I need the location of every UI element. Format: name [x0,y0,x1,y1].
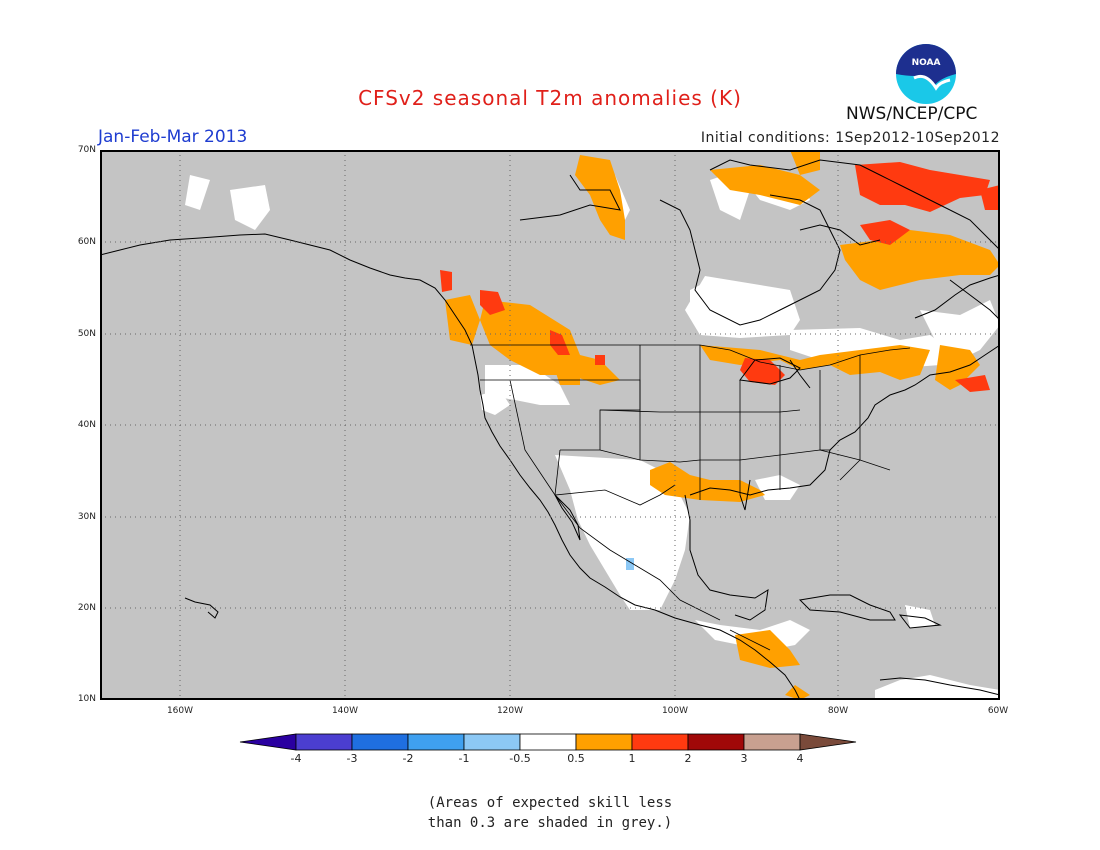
colorbar-swatch [295,733,353,751]
lat-label-10n: 10N [77,694,96,704]
colorbar-tick: 3 [740,752,748,765]
lon-label-80w: 80W [827,706,849,716]
initial-conditions-label: Initial conditions: 1Sep2012-10Sep2012 [700,130,1000,146]
colorbar-tick: -4 [290,752,302,765]
skill-note-line2: than 0.3 are shaded in grey.) [427,815,673,831]
lon-label-120w: 120W [496,706,524,716]
skill-note-line1: (Areas of expected skill less [427,795,673,811]
colorbar-swatch [351,733,409,751]
noaa-logo-icon: NOAA [895,43,957,105]
colorbar-tick: 4 [796,752,804,765]
map-frame [100,150,1000,700]
lon-label-60w: 60W [987,706,1009,716]
lat-label-50n: 50N [77,329,96,339]
period-label: Jan-Feb-Mar 2013 [98,127,248,147]
chart-title: CFSv2 seasonal T2m anomalies (K) [358,86,742,110]
political-borders [470,344,911,651]
colorbar-tick: 1 [628,752,636,765]
lon-label-160w: 160W [166,706,194,716]
lat-label-70n: 70N [77,145,96,155]
colorbar-tick: -2 [402,752,414,765]
colorbar-swatch [799,733,857,751]
colorbar [239,733,857,751]
lat-label-40n: 40N [77,420,96,430]
svg-text:NOAA: NOAA [912,58,941,68]
colorbar-tick: -1 [458,752,470,765]
colorbar-swatch [239,733,297,751]
lon-label-100w: 100W [661,706,689,716]
anomaly-map [100,150,1000,700]
lat-label-30n: 30N [77,512,96,522]
skill-note: (Areas of expected skill less than 0.3 a… [0,793,1100,833]
blue-anomaly-regions [626,558,634,570]
colorbar-swatch [687,733,745,751]
colorbar-tick: 2 [684,752,692,765]
graticule [100,150,1000,700]
colorbar-swatch [575,733,633,751]
coastlines [100,159,1000,700]
agency-label: NWS/NCEP/CPC [846,104,978,124]
colorbar-swatch [407,733,465,751]
lat-label-20n: 20N [77,603,96,613]
colorbar-tick: -0.5 [509,752,531,765]
colorbar-swatch [631,733,689,751]
colorbar-swatch [519,733,577,751]
colorbar-tick: 0.5 [567,752,585,765]
lat-label-60n: 60N [77,237,96,247]
colorbar-tick: -3 [346,752,358,765]
lon-label-140w: 140W [331,706,359,716]
colorbar-swatch [463,733,521,751]
colorbar-swatch [743,733,801,751]
